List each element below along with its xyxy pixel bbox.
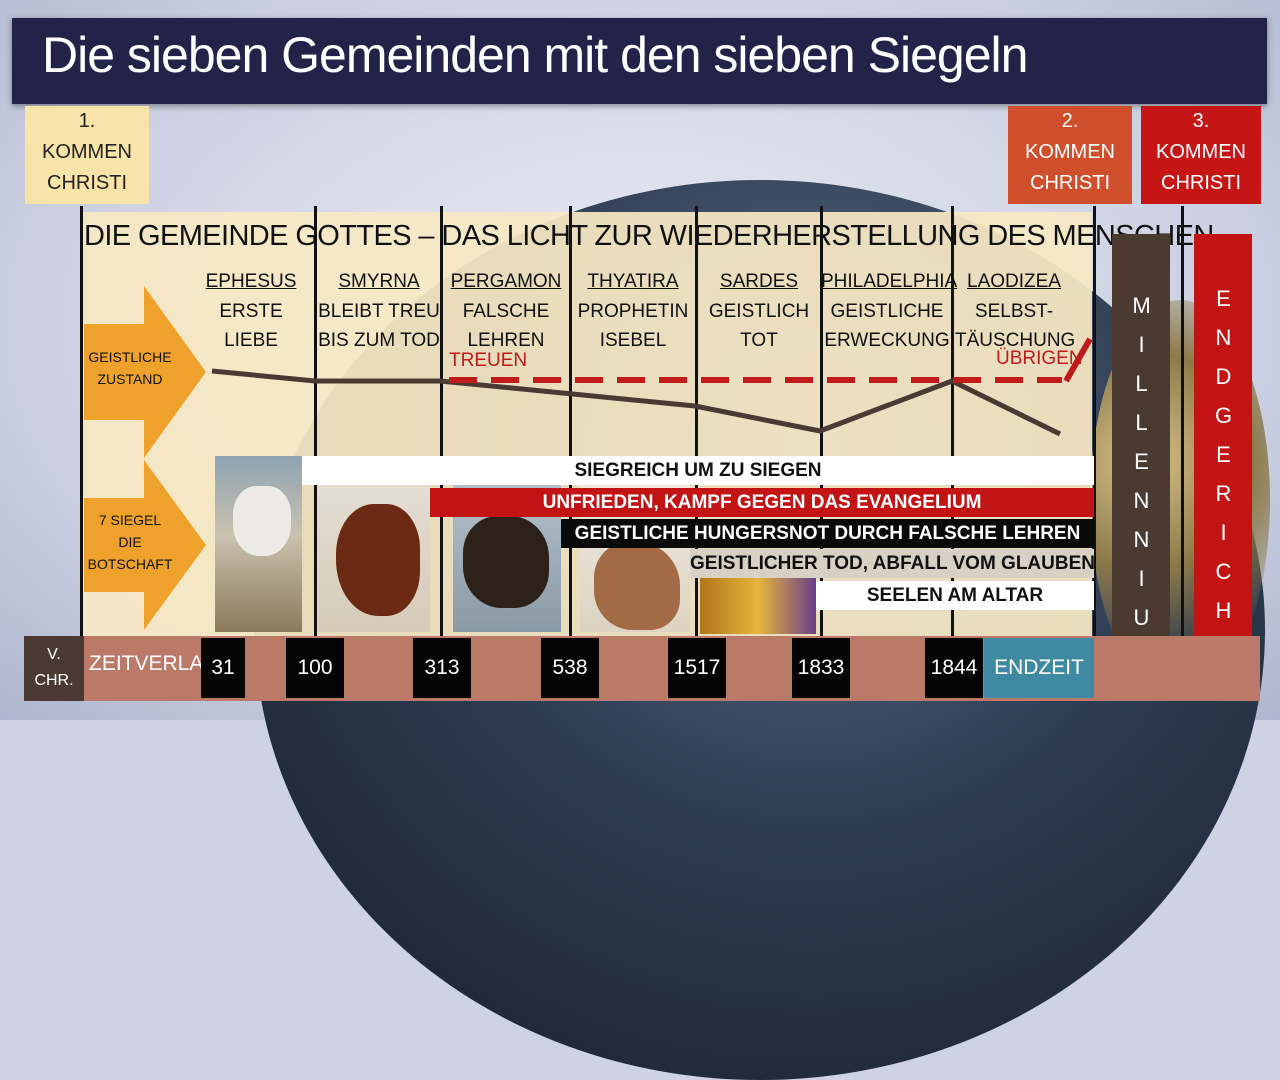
church-name-smyrna: SMYRNA <box>338 271 420 292</box>
first-coming-number: 1. <box>78 110 96 132</box>
era-divider <box>80 206 83 636</box>
seal-4-bar: GEISTLICHER TOD, ABFALL VOM GLAUBEN <box>690 549 1095 578</box>
seal-5-bar: SEELEN AM ALTAR <box>816 581 1094 610</box>
seals-label: 7 SIEGEL DIE BOTSCHAFT <box>84 509 176 575</box>
church-desc-line1: FALSCHE <box>462 301 550 322</box>
era-divider <box>314 206 317 636</box>
era-divider <box>440 206 443 636</box>
church-desc-line2: TOT <box>740 330 778 351</box>
church-desc-laodizea: SELBST- TÄUSCHUNG <box>955 297 1076 355</box>
church-name-thyatira: THYATIRA <box>587 271 679 292</box>
church-desc-smyrna: BLEIBT TREU BIS ZUM TOD <box>317 297 441 355</box>
church-desc-line2: BIS ZUM TOD <box>318 330 440 351</box>
year-1517: 1517 <box>668 638 726 698</box>
church-desc-line2: LEHREN <box>467 330 545 351</box>
faithful-label: TREUEN <box>449 350 528 371</box>
church-desc-philadelphia: GEISTLICHE ERWECKUNG <box>821 297 953 355</box>
seal-2-bar: UNFRIEDEN, KAMPF GEGEN DAS EVANGELIUM <box>430 488 1094 517</box>
millennium-column: MILLENNIUM <box>1112 234 1170 701</box>
church-desc-line2: LIEBE <box>224 330 278 351</box>
era-divider <box>951 206 954 636</box>
church-desc-line2: TÄUSCHUNG <box>955 330 1076 351</box>
second-coming-number: 2. <box>1061 110 1079 132</box>
timeline-label: ZEITVERLAUF <box>89 652 232 675</box>
spiritual-state-line <box>211 368 1062 437</box>
church-desc-line1: GEISTLICHE <box>830 301 944 322</box>
third-coming-line2: CHRISTI <box>1161 172 1241 194</box>
altar-image <box>700 578 816 634</box>
final-judgment-column: ENDGERICHT <box>1194 234 1252 701</box>
year-313: 313 <box>413 638 471 698</box>
second-coming-box: 2. KOMMEN CHRISTI <box>1008 106 1132 204</box>
third-coming-number: 3. <box>1192 110 1210 132</box>
spiritual-state-line1: GEISTLICHE <box>88 349 172 365</box>
red-horse-image <box>318 456 430 632</box>
church-name-philadelphia: PHILADELPHIA <box>821 271 958 292</box>
third-coming-line1: KOMMEN <box>1156 141 1246 163</box>
seals-label-line2: DIE <box>118 534 142 550</box>
seals-label-line1: 7 SIEGEL <box>98 512 162 528</box>
first-coming-box: 1. KOMMEN CHRISTI <box>25 106 149 204</box>
seals-label-line3: BOTSCHAFT <box>87 556 173 572</box>
era-divider <box>820 206 823 636</box>
church-desc-line2: ISEBEL <box>599 330 667 351</box>
spiritual-state-label: GEISTLICHE ZUSTAND <box>84 346 176 390</box>
church-desc-pergamon: FALSCHE LEHREN <box>444 297 568 355</box>
before-christ-label: V. CHR. <box>24 642 84 694</box>
year-100: 100 <box>286 638 344 698</box>
first-coming-line1: KOMMEN <box>42 141 132 163</box>
church-desc-line1: PROPHETIN <box>577 301 689 322</box>
seal-1-bar: SIEGREICH UM ZU SIEGEN <box>302 456 1094 485</box>
church-desc-line2: ERWECKUNG <box>824 330 950 351</box>
black-horse-image <box>453 456 561 632</box>
year-1844: 1844 <box>925 638 983 698</box>
third-coming-box: 3. KOMMEN CHRISTI <box>1141 106 1261 204</box>
church-name-sardes: SARDES <box>719 271 799 292</box>
church-desc-line1: SELBST- <box>974 301 1054 322</box>
seals-arrow <box>84 460 206 630</box>
remnant-label: ÜBRIGEN <box>996 348 1083 369</box>
before-christ-line2: CHR. <box>34 672 74 689</box>
white-horse-image <box>215 456 302 632</box>
year-538: 538 <box>541 638 599 698</box>
slide-title: Die sieben Gemeinden mit den sieben Sieg… <box>42 27 1028 83</box>
church-desc-sardes: GEISTLICH TOT <box>697 297 821 355</box>
church-desc-line1: BLEIBT TREU <box>318 301 440 322</box>
church-desc-thyatira: PROPHETIN ISEBEL <box>571 297 695 355</box>
second-coming-line <box>1093 206 1096 636</box>
title-bar <box>12 18 1267 104</box>
spiritual-state-chart <box>211 337 1093 437</box>
remnant-rise-line <box>1063 337 1093 383</box>
spiritual-state-line2: ZUSTAND <box>97 371 163 387</box>
church-name-laodizea: LAODIZEA <box>967 271 1061 292</box>
first-coming-line2: CHRISTI <box>47 172 127 194</box>
spiritual-state-arrow <box>84 286 206 458</box>
era-divider <box>695 206 698 636</box>
church-desc-line1: GEISTLICH <box>708 301 810 322</box>
church-desc-ephesus: ERSTE LIEBE <box>189 297 313 355</box>
third-coming-line <box>1181 206 1184 636</box>
church-name-pergamon: PERGAMON <box>450 271 562 292</box>
second-coming-line2: CHRISTI <box>1030 172 1110 194</box>
church-desc-line1: ERSTE <box>219 301 283 322</box>
year-1833: 1833 <box>792 638 850 698</box>
before-christ-cell <box>24 636 84 701</box>
era-divider <box>569 206 572 636</box>
year-31: 31 <box>201 638 245 698</box>
endzeit-cell: ENDZEIT <box>984 638 1094 698</box>
panel-heading: DIE GEMEINDE GOTTES – DAS LICHT ZUR WIED… <box>84 220 1214 252</box>
before-christ-line1: V. <box>47 646 61 663</box>
seal-3-bar: GEISTLICHE HUNGERSNOT DURCH FALSCHE LEHR… <box>561 519 1094 548</box>
second-coming-line1: KOMMEN <box>1025 141 1115 163</box>
church-name-ephesus: EPHESUS <box>205 271 297 292</box>
